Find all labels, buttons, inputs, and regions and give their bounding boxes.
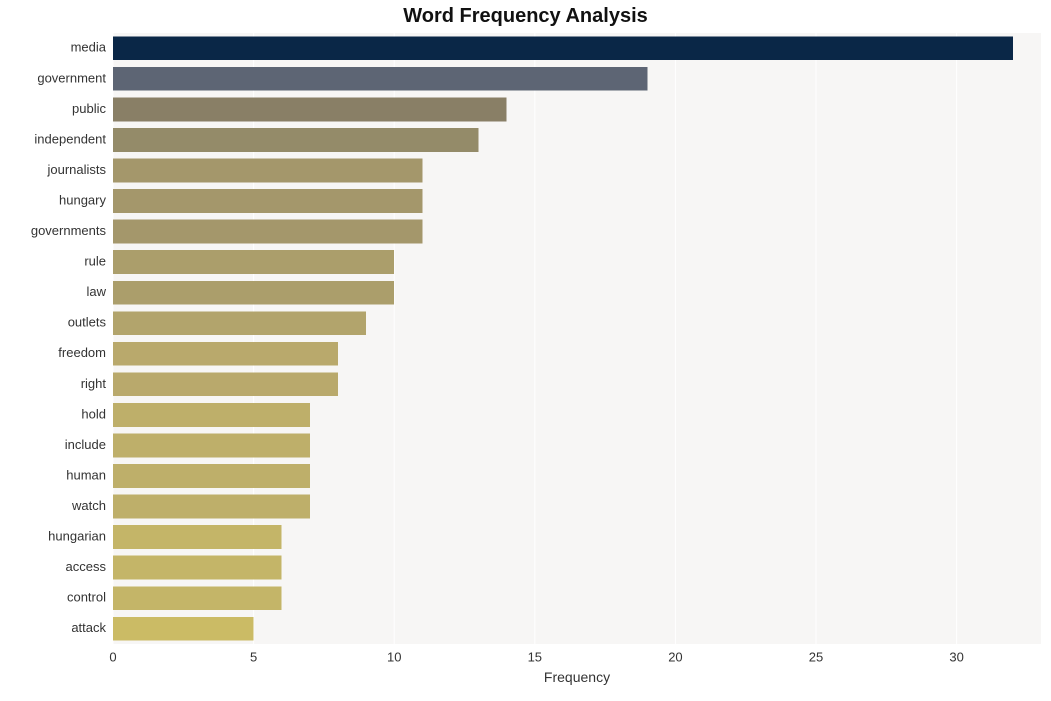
chart-svg: 0 5 10 15 20 25 30 media government public indepen… [0, 0, 1051, 701]
y-tick-label: hungarian [48, 529, 106, 544]
y-tick-label: attack [71, 620, 106, 635]
y-tick-label: hold [81, 406, 106, 421]
bar [113, 97, 507, 121]
bar [113, 67, 647, 91]
x-axis-label: Frequency [544, 669, 610, 685]
x-tick-label: 15 [528, 650, 542, 665]
bar [113, 617, 254, 641]
bar [113, 434, 310, 458]
x-tick-label: 10 [387, 650, 401, 665]
y-tick-label: government [37, 70, 106, 85]
y-tick-label: media [71, 40, 107, 55]
y-tick-label: watch [71, 498, 106, 513]
x-tick-label: 30 [949, 650, 963, 665]
bar [113, 311, 366, 335]
bar [113, 189, 422, 213]
y-tick-label: right [81, 376, 107, 391]
bar [113, 586, 282, 610]
bar [113, 128, 479, 152]
y-tick-label: journalists [46, 162, 106, 177]
bar [113, 250, 394, 274]
bar [113, 36, 1013, 60]
y-tick-label: include [65, 437, 106, 452]
y-tick-label: law [86, 284, 106, 299]
bar [113, 159, 422, 183]
bar [113, 403, 310, 427]
bar [113, 220, 422, 244]
bar [113, 525, 282, 549]
bar [113, 281, 394, 305]
y-tick-label: outlets [68, 315, 107, 330]
y-tick-label: rule [84, 254, 106, 269]
plot-background [113, 33, 1041, 644]
x-tick-label: 25 [809, 650, 823, 665]
word-frequency-chart: 0 5 10 15 20 25 30 media government public indepen… [0, 0, 1051, 701]
x-tick-label: 20 [668, 650, 682, 665]
y-tick-label: human [66, 467, 106, 482]
y-tick-label: control [67, 590, 106, 605]
bar [113, 464, 310, 488]
y-tick-label: governments [31, 223, 107, 238]
x-tick-label: 0 [109, 650, 116, 665]
bar [113, 495, 310, 519]
y-tick-label: public [72, 101, 106, 116]
x-tick-label: 5 [250, 650, 257, 665]
y-tick-label: access [66, 559, 107, 574]
bar [113, 372, 338, 396]
bar [113, 342, 338, 366]
chart-title: Word Frequency Analysis [403, 5, 648, 27]
y-tick-label: independent [34, 131, 106, 146]
bar [113, 556, 282, 580]
y-tick-label: hungary [59, 192, 106, 207]
y-tick-label: freedom [58, 345, 106, 360]
